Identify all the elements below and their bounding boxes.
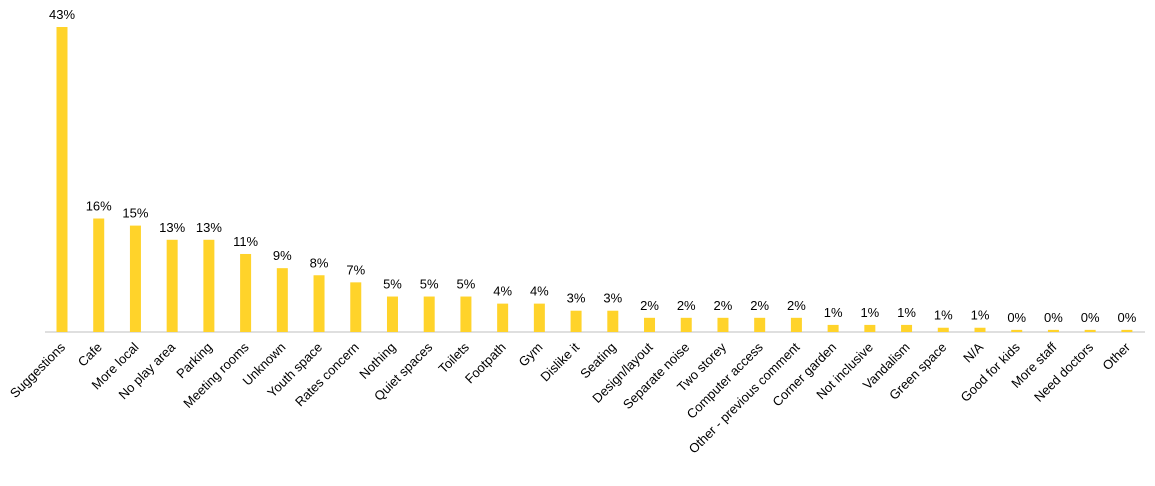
data-label: 2%	[640, 298, 659, 313]
data-label: 0%	[1007, 310, 1026, 325]
bar	[56, 27, 68, 332]
x-tick-label: Rates concern	[292, 340, 362, 410]
data-label: 4%	[493, 284, 512, 299]
bar	[790, 317, 802, 332]
x-tick-label: Suggestions	[7, 339, 69, 401]
bar	[203, 239, 215, 332]
data-label: 5%	[383, 277, 402, 292]
data-label: 0%	[1044, 310, 1063, 325]
data-label: 13%	[159, 220, 185, 235]
x-tick-label: Cafe	[75, 340, 105, 370]
bar	[166, 239, 178, 332]
bar	[570, 310, 582, 332]
data-label: 15%	[122, 206, 148, 221]
bar	[717, 317, 729, 332]
data-label: 9%	[273, 248, 292, 263]
data-label: 11%	[233, 234, 258, 249]
bar	[313, 275, 325, 332]
data-label: 2%	[787, 298, 806, 313]
data-label: 4%	[530, 284, 549, 299]
bar	[240, 253, 252, 332]
data-label: 5%	[457, 277, 476, 292]
x-tick-label: Footpath	[462, 340, 509, 387]
data-label: 2%	[677, 298, 696, 313]
data-label: 43%	[49, 7, 75, 22]
bar	[864, 324, 876, 332]
bar	[497, 303, 509, 332]
data-label: 0%	[1117, 310, 1136, 325]
bar	[350, 282, 362, 332]
bar	[1121, 329, 1133, 332]
data-label: 1%	[971, 308, 990, 323]
data-label: 5%	[420, 277, 439, 292]
data-label: 7%	[346, 262, 365, 277]
data-label: 2%	[750, 298, 769, 313]
data-label: 16%	[86, 199, 112, 214]
bar	[937, 327, 949, 332]
x-tick-label: Corner garden	[769, 340, 839, 410]
data-label: 3%	[603, 291, 622, 306]
bar	[1084, 329, 1096, 332]
bar	[1047, 329, 1059, 332]
bar	[644, 317, 656, 332]
bar	[754, 317, 766, 332]
data-label: 1%	[934, 308, 953, 323]
x-tick-label: Dislike it	[537, 339, 582, 384]
data-label: 1%	[860, 305, 879, 320]
data-label: 2%	[714, 298, 733, 313]
bar	[901, 324, 913, 332]
bar	[680, 317, 692, 332]
data-label: 0%	[1081, 310, 1100, 325]
data-label: 8%	[310, 255, 329, 270]
bar	[1011, 329, 1023, 332]
bar	[460, 296, 472, 332]
bar	[827, 324, 839, 332]
x-tick-label: Gym	[515, 340, 545, 370]
x-tick-label: N/A	[960, 339, 986, 365]
bar	[276, 268, 288, 332]
bar	[533, 303, 545, 332]
bar	[129, 225, 141, 332]
bar	[423, 296, 435, 332]
data-label: 1%	[897, 305, 916, 320]
bar	[93, 218, 105, 332]
data-label: 3%	[567, 291, 586, 306]
x-tick-label: Other	[1099, 339, 1133, 373]
bar	[607, 310, 619, 332]
bar	[974, 327, 986, 332]
data-label: 13%	[196, 220, 222, 235]
bar	[386, 296, 398, 332]
data-label: 1%	[824, 305, 843, 320]
